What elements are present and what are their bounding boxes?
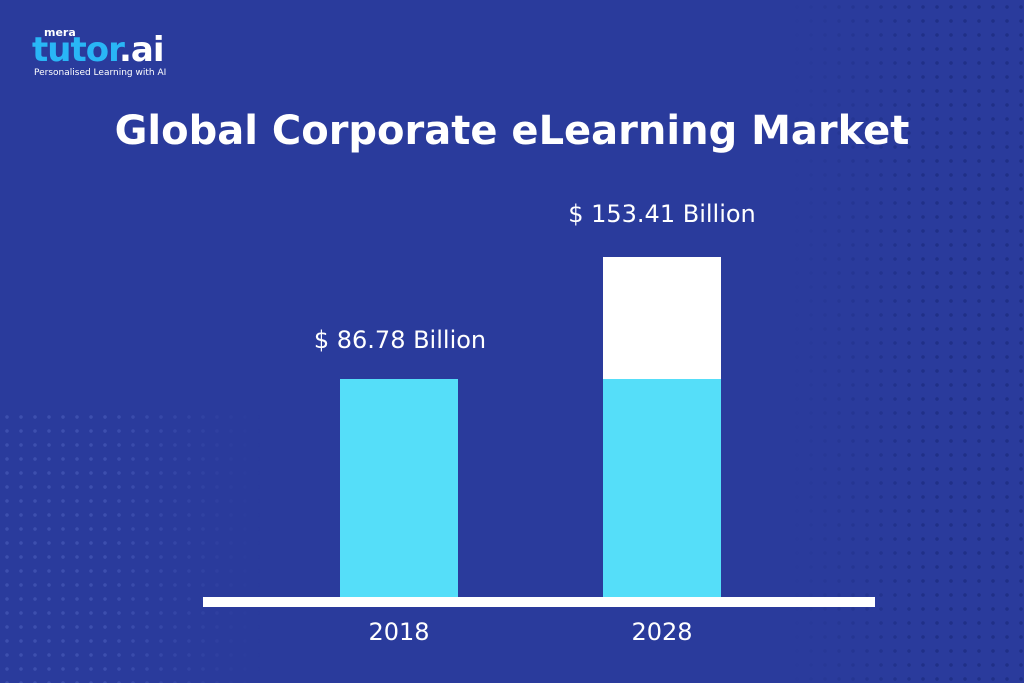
logo-tagline: Personalised Learning with AI <box>34 68 167 78</box>
decorative-dots-top-right <box>790 0 1024 683</box>
chart-title: Global Corporate eLearning Market <box>114 108 910 154</box>
logo-mera: mera <box>44 26 76 39</box>
x-tick-2018: 2018 <box>368 618 430 646</box>
logo-brand-suffix: .ai <box>119 30 165 70</box>
data-label-2028: $ 153.41 Billion <box>568 200 756 228</box>
bar-2028-growth <box>603 257 721 379</box>
logo-brand-main: tutor <box>32 30 120 70</box>
bar-2018 <box>340 379 458 597</box>
data-label-2018: $ 86.78 Billion <box>313 326 487 354</box>
x-tick-2028: 2028 <box>631 618 693 646</box>
logo-brand: tutor.ai <box>32 30 165 70</box>
decorative-dots-bottom-left <box>0 410 260 683</box>
x-axis-baseline <box>203 597 875 607</box>
bar-2028-base <box>603 379 721 597</box>
